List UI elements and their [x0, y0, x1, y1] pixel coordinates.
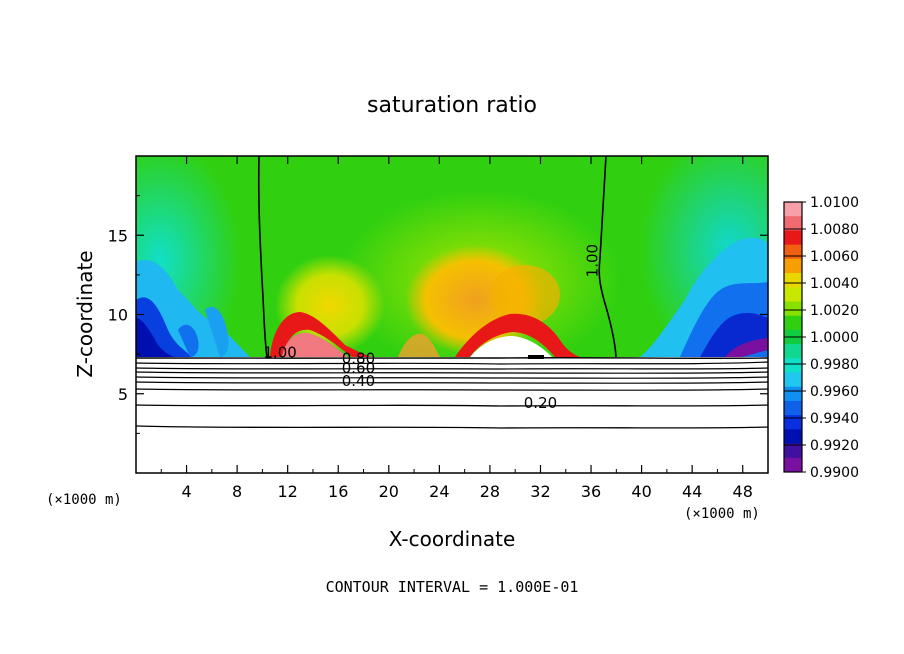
colorbar-segment — [784, 230, 802, 246]
x-tick-label: 20 — [379, 482, 399, 501]
colorbar-label: 0.9900 — [810, 465, 859, 481]
contour-label: 1.00 — [263, 343, 296, 361]
colorbar-segment — [784, 372, 802, 388]
colorbar-label: 0.9960 — [810, 384, 859, 400]
colorbar-labels: 1.0100 1.0080 1.0060 1.0040 1.0020 1.0000 0.99… — [784, 195, 859, 481]
contour-label: 0.20 — [524, 394, 557, 412]
colorbar-label: 1.0000 — [810, 330, 859, 346]
x-tick-label: 24 — [429, 482, 449, 501]
contour-line-0-90 — [136, 357, 768, 359]
x-tick-label: 48 — [733, 482, 753, 501]
colorbar-segment — [784, 415, 802, 430]
x-tick-label: 40 — [631, 482, 651, 501]
colorbar-segment — [784, 400, 802, 416]
contour-line-0-60 — [136, 371, 768, 374]
x-tick-label: 16 — [328, 482, 348, 501]
field-red-right — [455, 313, 580, 357]
colorbar-label: 1.0080 — [810, 222, 859, 238]
contour-line-0-80 — [136, 361, 768, 365]
y-tick-label: 5 — [118, 385, 128, 404]
contour-interval-note: CONTOUR INTERVAL = 1.000E-01 — [326, 578, 579, 596]
contour-line-0-70 — [136, 367, 768, 370]
colorbar-label: 0.9920 — [810, 438, 859, 454]
contour-label: 0.60 — [342, 359, 375, 377]
x-tick-label: 4 — [181, 482, 191, 501]
colorbar-segment — [784, 273, 802, 288]
contour-label: 0.40 — [342, 372, 375, 390]
contour-line-0-40 — [136, 381, 768, 384]
x-tick-label: 44 — [682, 482, 702, 501]
contour-line-0-30 — [136, 388, 768, 391]
contour-label: 1.00 — [583, 244, 601, 277]
x-tick-label: 8 — [232, 482, 242, 501]
y-tick-label: 10 — [108, 306, 128, 325]
colorbar-segment — [784, 244, 802, 260]
colorbar-segment — [784, 429, 802, 445]
y-axis-ticks: 5 10 15 — [108, 195, 768, 434]
contour-line-0-20 — [136, 404, 768, 407]
colorbar-segment — [784, 358, 802, 374]
colorbar-segment — [784, 287, 802, 302]
x-tick-label: 32 — [530, 482, 550, 501]
colorbar-segment — [784, 443, 802, 459]
colorbar-label: 0.9980 — [810, 357, 859, 373]
contour-blob — [528, 355, 544, 359]
colorbar-segment — [784, 315, 802, 331]
colorbar-label: 1.0020 — [810, 303, 859, 319]
y-axis-label: Z-coordinate — [73, 250, 97, 377]
contour-line-1-00-right — [598, 156, 617, 358]
colorbar-segment — [784, 386, 802, 402]
colorbar-label: 0.9940 — [810, 411, 859, 427]
x-axis-ticks: 4 8 12 16 20 24 28 32 36 40 44 48 — [160, 156, 753, 501]
colorbar-segment — [784, 344, 802, 359]
colorbar-segment — [784, 301, 802, 317]
x-tick-label: 12 — [278, 482, 298, 501]
colorbar-segment — [784, 216, 802, 231]
colorbar-label: 1.0060 — [810, 249, 859, 265]
colorbar-segment — [784, 258, 802, 274]
contour-line-0-10 — [136, 425, 768, 429]
contour-label: 0.80 — [342, 350, 375, 368]
colorbar-segment — [784, 457, 802, 473]
x-unit-label-left: (×1000 m) — [46, 492, 122, 508]
contour-field — [136, 156, 768, 473]
x-axis-label: X-coordinate — [389, 527, 516, 551]
colorbar-segment — [784, 202, 802, 217]
x-unit-label-right: (×1000 m) — [684, 506, 760, 522]
colorbar-label: 1.0100 — [810, 195, 859, 211]
x-tick-label: 28 — [480, 482, 500, 501]
x-tick-label: 36 — [581, 482, 601, 501]
y-tick-label: 15 — [108, 226, 128, 245]
colorbar-label: 1.0040 — [810, 276, 859, 292]
contour-line-0-50 — [136, 376, 768, 379]
contour-line-1-00-left — [257, 156, 268, 358]
field-red-left — [270, 312, 372, 357]
contour-labels: 1.00 1.00 0.800.600.40 0.20 — [263, 244, 601, 412]
chart-title: saturation ratio — [367, 93, 537, 118]
